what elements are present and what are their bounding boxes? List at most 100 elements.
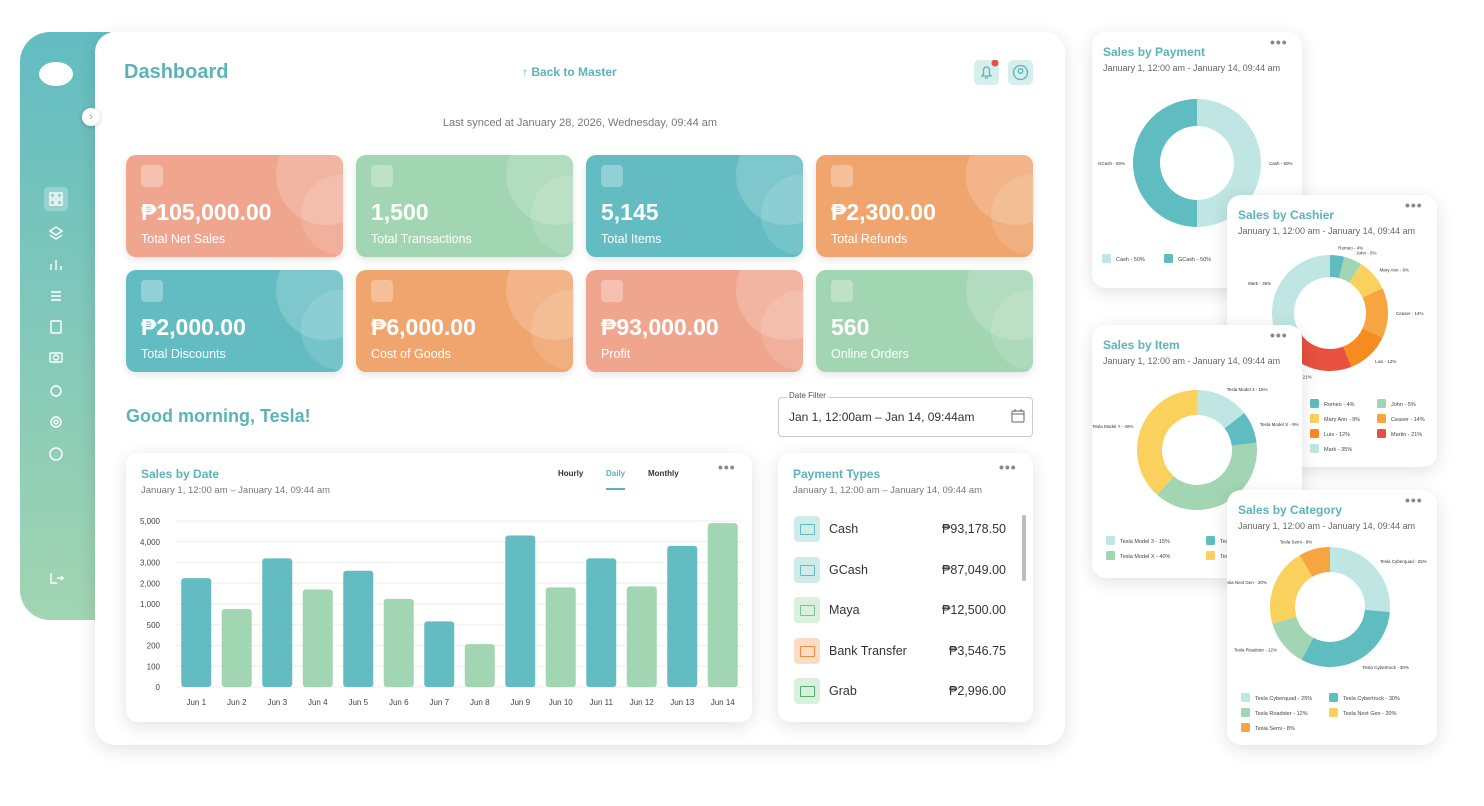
bar [343,570,374,687]
donut-slice [1137,390,1197,495]
bar-chart: 0 100 200 500 1,000 2,000 3,000 4,000 5,000 Jun 1… [140,517,743,707]
slice-label: John - 5% [1356,250,1376,255]
stat-card: ₱6,000.00 Cost of Goods [356,270,573,372]
legend-label: Mark - 35% [1324,447,1352,453]
bar [262,558,293,687]
legend-label: GCash - 50% [1178,257,1211,263]
x-tick-label: Jun 6 [389,698,409,707]
scrollbar[interactable] [1022,515,1026,581]
card-value: 1,500 [371,199,429,225]
user-icon [1012,64,1029,81]
back-link-text[interactable]: Back to Master [531,65,617,79]
sync-text: Last synced at January 28, 2026, Wednesd… [442,117,718,129]
payment-icon [794,516,820,542]
stat-card: ₱105,000.00 Total Net Sales [126,155,343,257]
card-value: ₱6,000.00 [371,314,476,340]
payment-name: Bank Transfer [829,643,907,658]
payment-amount: ₱87,049.00 [942,562,1006,577]
legend-label: Tesla Model 3 - 15% [1120,539,1170,545]
legend-label: Tesla Model X - 40% [1120,554,1171,560]
card-label: Total Net Sales [141,232,226,246]
card-icon [831,280,853,302]
sidebar-toggle[interactable]: › [82,108,100,126]
x-tick-label: Jun 1 [186,698,206,707]
back-link[interactable]: ↑ Back to Master [522,65,617,79]
bell-icon [980,59,999,79]
slice-label: Mark - 35% [1248,281,1271,286]
slice-label: Luis - 12% [1375,359,1396,364]
legend-swatch [1329,708,1338,717]
stat-card: 5,145 Total Items [586,155,803,257]
legend-label: Tesla Cyberquad - 25% [1255,696,1312,702]
bar [626,586,657,687]
chart-subtitle: January 1, 12:00 am - January 14, 09:44 … [1238,521,1416,531]
chart-tab[interactable]: Monthly [648,469,679,478]
menu-dots[interactable]: ••• [999,459,1017,475]
slice-label: Tesla Model 3 - 15% [1227,387,1268,392]
chart-subtitle: January 1, 12:00 am - January 14, 09:44 … [1103,356,1281,366]
x-tick-label: Jun 2 [227,698,247,707]
legend-swatch [1310,444,1319,453]
greeting: Good morning, Tesla! [126,406,311,426]
chart-tab[interactable]: Daily [606,469,626,490]
date-filter[interactable]: Date Filter Jan 1, 12:00am – Jan 14, 09:… [778,391,1033,437]
slice-label: Tesla Roadster - 12% [1234,648,1277,653]
card-icon [141,165,163,187]
y-tick-label: 200 [147,642,161,651]
legend-label: John - 5% [1391,402,1416,408]
payment-icon-glyph [800,645,815,657]
sidebar-icons [39,62,73,584]
x-tick-label: Jun 12 [630,698,655,707]
legend-swatch [1164,254,1173,263]
legend-swatch [1241,693,1250,702]
donut-slice [1272,616,1314,660]
payment-amount: ₱12,500.00 [942,603,1006,617]
donut-slice [1338,256,1362,283]
payment-amount: ₱93,178.50 [942,522,1006,536]
legend-swatch [1310,429,1319,438]
x-tick-label: Jun 7 [429,698,449,707]
chart-title: Sales by Payment [1103,45,1206,59]
menu-dots: ••• [1405,492,1423,508]
chart-tab[interactable]: Hourly [558,469,584,478]
slice-label: GCash - 50% [1098,161,1125,166]
chart-title: Sales by Item [1103,338,1180,352]
legend-swatch [1310,399,1319,408]
payment-icon-glyph [800,686,815,697]
bar [181,578,212,687]
legend-swatch [1206,536,1215,545]
card-icon [141,280,163,302]
stat-card: 560 Online Orders [816,270,1033,372]
payment-name: Maya [829,603,860,617]
x-tick-label: Jun 4 [308,698,328,707]
payment-name: GCash [829,562,868,577]
donut-slice [1270,555,1313,624]
bar [424,621,455,687]
card-value: 560 [831,314,870,340]
notification-button[interactable] [974,59,999,85]
card-value: ₱105,000.00 [141,199,272,225]
chart-subtitle: January 1, 12:00 am - January 14, 09:44 … [1103,63,1281,73]
bar [586,558,617,687]
y-tick-label: 0 [156,683,161,692]
bar [707,523,738,687]
legend-label: Martin - 21% [1391,432,1422,438]
slice-label: Cash - 50% [1269,161,1293,166]
x-tick-label: Jun 10 [549,698,574,707]
payment-amount: ₱3,546.75 [949,643,1006,658]
profile-button[interactable] [1008,60,1033,85]
date-filter-value: Jan 1, 12:00am – Jan 14, 09:44am [789,410,975,424]
bar [221,608,252,687]
bar [667,545,698,687]
y-tick-label: 500 [147,621,161,630]
nav-active[interactable] [44,187,68,211]
calendar-icon [1011,409,1025,423]
menu-dots: ••• [1270,34,1288,50]
payment-types-title: Payment Types [793,467,881,481]
card-label: Profit [601,347,631,361]
chart-title: Sales by Cashier [1238,208,1335,222]
legend-swatch [1377,429,1386,438]
card-icon [601,280,623,302]
x-tick-label: Jun 5 [348,698,368,707]
card-label: Total Discounts [141,347,226,361]
